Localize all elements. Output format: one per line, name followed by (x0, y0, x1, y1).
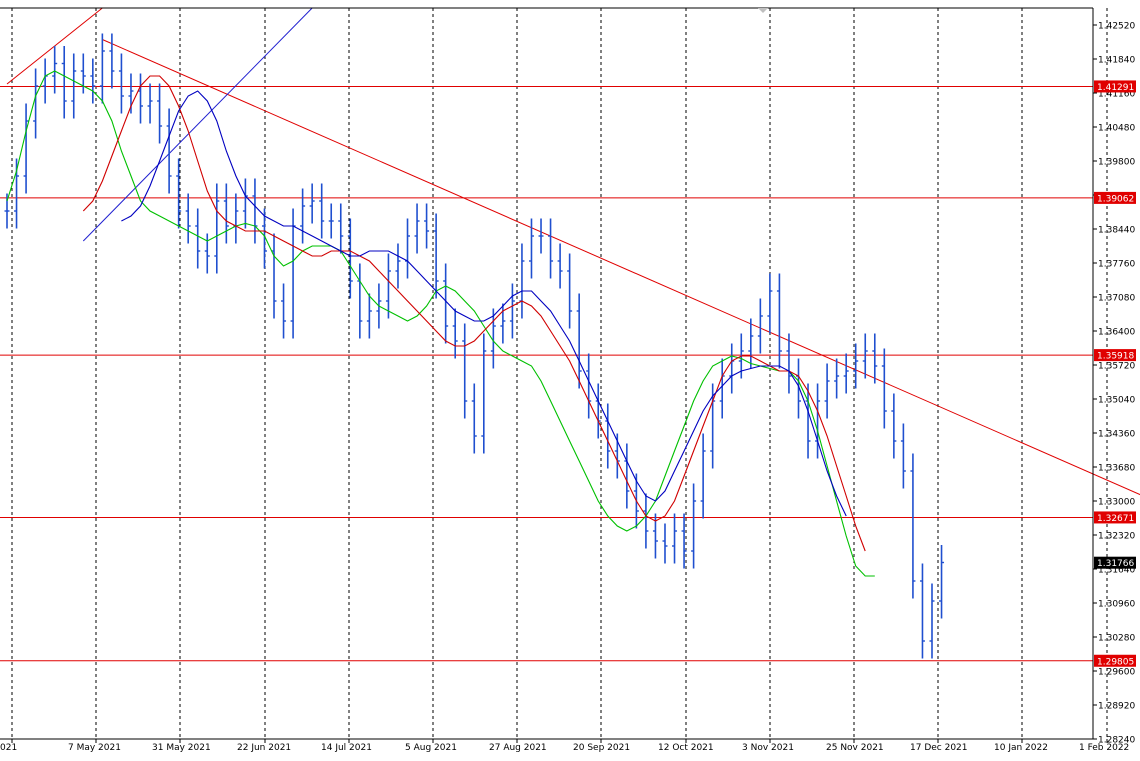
y-tick-label: 1.42520 (1098, 22, 1135, 32)
level-label: 1.39062 (1097, 194, 1134, 204)
y-tick-label: 1.28240 (1098, 736, 1135, 746)
level-label-box (1094, 654, 1136, 667)
level-label-box (1094, 80, 1136, 93)
y-tick-label: 1.38440 (1098, 226, 1135, 236)
y-tick-label: 1.29600 (1098, 668, 1135, 678)
x-tick-label: 3 Nov 2021 (742, 743, 794, 753)
current-price-label: 1.31766 (1097, 559, 1134, 569)
level-label: 1.29805 (1097, 657, 1134, 667)
y-tick-label: 1.37080 (1098, 294, 1135, 304)
y-tick-label: 1.41160 (1098, 90, 1135, 100)
x-tick-label: 20 Sep 2021 (573, 743, 630, 753)
x-tick-label: 12 Oct 2021 (658, 743, 714, 753)
trendline[interactable] (82, 7, 313, 242)
y-tick-label: 1.39800 (1098, 158, 1135, 168)
y-tick-label: 1.30960 (1098, 600, 1135, 610)
y-tick-label: 1.37760 (1098, 260, 1135, 270)
x-tick-label: 14 Jul 2021 (321, 743, 372, 753)
y-tick-label: 1.32320 (1098, 532, 1135, 542)
x-tick-label: 7 May 2021 (68, 743, 121, 753)
y-tick-label: 1.40480 (1098, 124, 1135, 134)
x-tick-label: 10 Jan 2022 (994, 743, 1048, 753)
y-tick-label: 1.33000 (1098, 498, 1135, 508)
y-tick-label: 1.34360 (1098, 430, 1135, 440)
moving-average-line (6, 70, 875, 577)
x-tick-label: 22 Jun 2021 (237, 743, 291, 753)
y-tick-label: 1.30280 (1098, 634, 1135, 644)
scroll-marker-icon[interactable] (758, 8, 768, 13)
y-tick-label: 1.36400 (1098, 328, 1135, 338)
moving-average-line (82, 75, 866, 552)
level-label-box (1094, 511, 1136, 524)
level-label: 1.41291 (1097, 83, 1134, 93)
y-tick-label: 1.41840 (1098, 56, 1135, 66)
level-label-box (1094, 191, 1136, 204)
y-tick-label: 1.35720 (1098, 362, 1135, 372)
moving-average-line (121, 90, 847, 517)
level-label-box (1094, 349, 1136, 362)
x-tick-label: 1 Feb 2022 (1079, 743, 1129, 753)
x-tick-label: 31 May 2021 (152, 743, 211, 753)
x-tick-label: 25 Nov 2021 (826, 743, 884, 753)
y-tick-label: 1.31640 (1098, 566, 1135, 576)
x-tick-label: 17 Dec 2021 (910, 743, 968, 753)
y-tick-label: 1.28920 (1098, 702, 1135, 712)
y-tick-label: 1.33680 (1098, 464, 1135, 474)
level-label: 1.35918 (1097, 352, 1134, 362)
y-tick-label: 1.35040 (1098, 396, 1135, 406)
trendline[interactable] (102, 39, 1140, 534)
x-tick-label: 5 Aug 2021 (405, 743, 457, 753)
x-tick-label: 021 (0, 743, 17, 753)
x-tick-label: 27 Aug 2021 (489, 743, 547, 753)
level-label: 1.32671 (1097, 514, 1134, 524)
current-price-box (1094, 556, 1136, 569)
